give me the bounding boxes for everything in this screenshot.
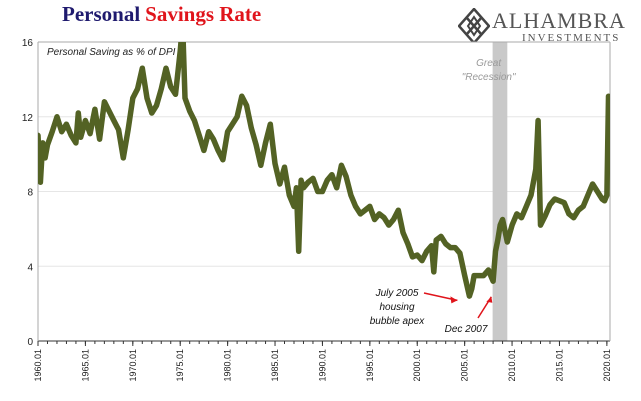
annotation-arrowhead <box>450 296 458 304</box>
title-part-1: Personal <box>62 2 141 26</box>
savings-rate-line <box>38 42 610 299</box>
x-tick-label: 1985.01 <box>270 349 280 382</box>
x-tick-label: 1960.01 <box>33 349 43 382</box>
x-tick-label: 1990.01 <box>317 349 327 382</box>
title-part-2: Savings Rate <box>145 2 262 26</box>
annotation-layer: July 2005 housing bubble apex Dec 2007 <box>370 288 493 335</box>
series-layer <box>38 42 610 299</box>
x-tick-label: 1965.01 <box>80 349 90 382</box>
recession-band <box>492 42 508 341</box>
x-tick-label: 1975.01 <box>175 349 185 382</box>
chart-subtitle: Personal Saving as % of DPI <box>47 47 176 58</box>
x-tick-label: 2005.01 <box>460 349 470 382</box>
logo-name: ALHAMBRA <box>492 8 626 33</box>
y-tick-label: 4 <box>27 262 33 273</box>
x-tick-label: 1970.01 <box>128 349 138 382</box>
logo-subtitle: INVESTMENTS <box>522 32 621 44</box>
annotation-text: bubble apex <box>370 316 425 327</box>
x-tick-label: 2000.01 <box>412 349 422 382</box>
annotation-text: July 2005 <box>375 288 419 299</box>
annotation-text: Dec 2007 <box>445 324 488 335</box>
x-tick-label: 1995.01 <box>365 349 375 382</box>
annotation-text: housing <box>379 302 414 313</box>
chart-title: Personal Savings Rate <box>62 2 261 27</box>
x-tick-label: 1980.01 <box>223 349 233 382</box>
axis-layer: 0 4 8 12 16 1960.01 1965.01 1970.01 1975.01 1980.… <box>22 38 612 382</box>
x-tick-label: 2015.01 <box>554 349 564 382</box>
y-tick-label: 0 <box>27 337 33 348</box>
y-tick-label: 12 <box>22 113 34 124</box>
recession-label-line: Great <box>476 58 502 69</box>
x-tick-label: 2010.01 <box>507 349 517 382</box>
annotation-arrowhead <box>486 296 493 303</box>
brand-logo: ALHAMBRA INVESTMENTS <box>458 8 628 48</box>
y-tick-label: 16 <box>22 38 34 49</box>
y-tick-label: 8 <box>27 188 33 199</box>
recession-label-line: "Recession" <box>462 72 516 83</box>
x-tick-label: 2020.01 <box>602 349 612 382</box>
